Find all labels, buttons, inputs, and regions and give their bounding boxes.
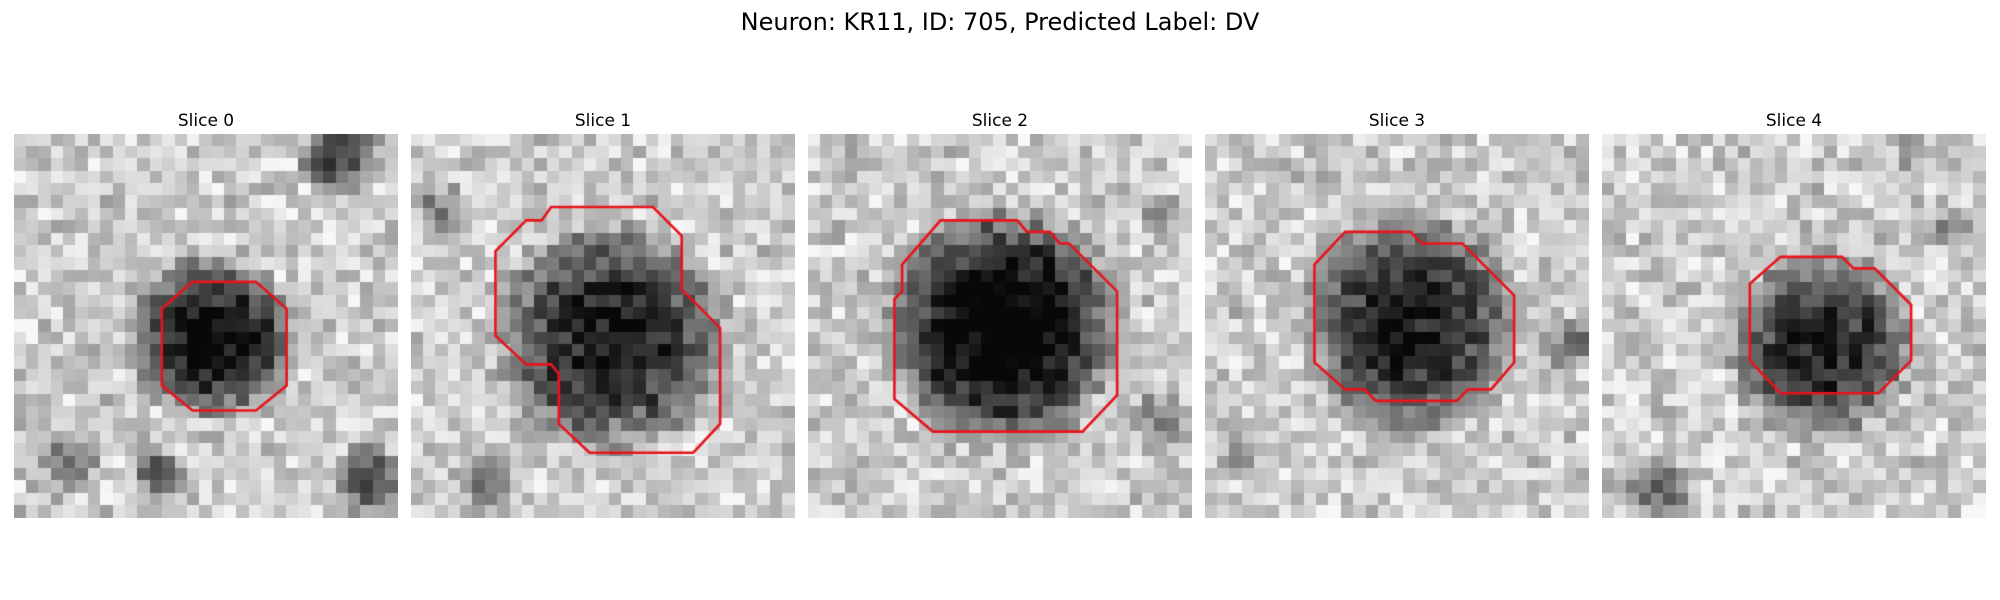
slice-title-2: Slice 2 — [971, 111, 1029, 131]
slice-panel-0: Slice 0 — [14, 108, 398, 518]
slice-image-0 — [14, 134, 398, 518]
slice-panel-1: Slice 1 — [411, 108, 795, 518]
slice-title-0: Slice 0 — [177, 111, 235, 131]
slice-title-3: Slice 3 — [1368, 111, 1426, 131]
slice-panel-3: Slice 3 — [1205, 108, 1589, 518]
slice-image-2 — [808, 134, 1192, 518]
slice-panel-2: Slice 2 — [808, 108, 1192, 518]
slice-panel-4: Slice 4 — [1602, 108, 1986, 518]
slice-image-3 — [1205, 134, 1589, 518]
slice-title-1: Slice 1 — [574, 111, 632, 131]
slice-image-4 — [1602, 134, 1986, 518]
slice-title-4: Slice 4 — [1765, 111, 1823, 131]
slice-image-1 — [411, 134, 795, 518]
figure-title: Neuron: KR11, ID: 705, Predicted Label: … — [740, 8, 1260, 36]
